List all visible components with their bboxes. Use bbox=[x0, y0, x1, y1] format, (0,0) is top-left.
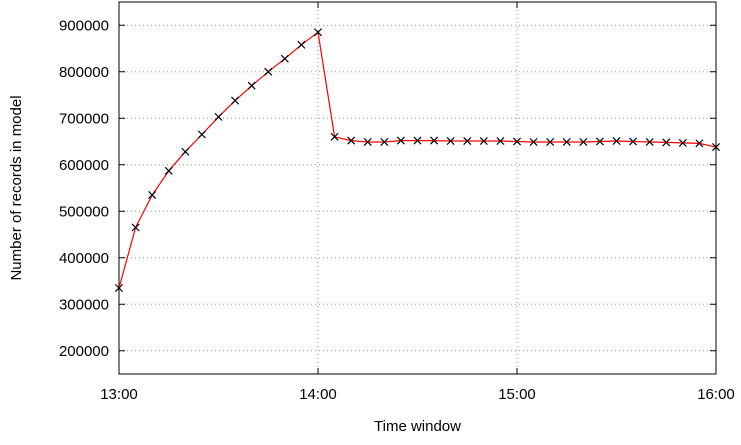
y-tick-label: 600000 bbox=[59, 157, 109, 174]
data-point-marker bbox=[529, 137, 538, 146]
data-point-marker bbox=[595, 137, 604, 146]
data-point-marker bbox=[363, 137, 372, 146]
plot-frame bbox=[118, 1, 717, 375]
x-tick-label: 14:00 bbox=[299, 386, 337, 403]
data-point-marker bbox=[181, 147, 190, 156]
y-tick-label: 900000 bbox=[59, 17, 109, 34]
data-point-marker bbox=[479, 137, 488, 146]
data-point-marker bbox=[463, 137, 472, 146]
data-point-marker bbox=[164, 166, 173, 175]
data-point-marker bbox=[662, 138, 671, 147]
data-point-marker bbox=[446, 137, 455, 146]
y-tick-label: 700000 bbox=[59, 110, 109, 127]
x-tick-label: 15:00 bbox=[498, 386, 536, 403]
data-point-marker bbox=[114, 283, 124, 292]
data-point-marker bbox=[131, 223, 140, 232]
data-point-marker bbox=[711, 143, 721, 152]
data-point-marker bbox=[264, 67, 273, 76]
data-point-marker bbox=[430, 136, 439, 145]
data-point-marker bbox=[214, 112, 223, 121]
x-axis-title: Time window bbox=[374, 418, 461, 435]
data-point-marker bbox=[512, 137, 522, 146]
y-tick-label: 400000 bbox=[59, 250, 109, 267]
data-point-marker bbox=[280, 54, 289, 63]
data-point-marker bbox=[579, 137, 588, 146]
data-point-marker bbox=[148, 190, 157, 199]
data-point-marker bbox=[562, 137, 571, 146]
data-point-marker bbox=[396, 136, 405, 145]
data-point-marker bbox=[231, 96, 240, 105]
x-tick-label: 16:00 bbox=[697, 386, 735, 403]
data-point-marker bbox=[313, 28, 323, 37]
data-point-marker bbox=[546, 137, 555, 146]
data-point-marker bbox=[330, 132, 339, 141]
series-line bbox=[118, 31, 717, 289]
x-axis: 13:00 14:00 15:00 16:00 bbox=[100, 2, 735, 403]
data-point-marker bbox=[247, 81, 256, 90]
data-point-marker bbox=[612, 137, 621, 146]
data-point-marker bbox=[347, 136, 356, 145]
data-point-marker bbox=[496, 137, 505, 146]
y-tick-label: 200000 bbox=[59, 343, 109, 360]
series-layer bbox=[114, 28, 721, 292]
data-point-marker bbox=[413, 136, 422, 145]
y-tick-label: 300000 bbox=[59, 296, 109, 313]
x-tick-label: 13:00 bbox=[100, 386, 138, 403]
data-point-marker bbox=[645, 137, 654, 146]
y-tick-label: 500000 bbox=[59, 203, 109, 220]
y-axis: 200000 300000 400000 500000 600000 700000 8000… bbox=[59, 17, 716, 360]
data-point-marker bbox=[629, 137, 638, 146]
y-tick-label: 800000 bbox=[59, 64, 109, 81]
data-point-marker bbox=[297, 40, 306, 49]
y-axis-title: Number of records in model bbox=[8, 95, 25, 280]
data-point-marker bbox=[197, 130, 206, 139]
data-point-marker bbox=[678, 138, 687, 147]
data-point-marker bbox=[380, 137, 389, 146]
grid-lines bbox=[119, 2, 716, 374]
data-point-marker bbox=[695, 139, 704, 148]
